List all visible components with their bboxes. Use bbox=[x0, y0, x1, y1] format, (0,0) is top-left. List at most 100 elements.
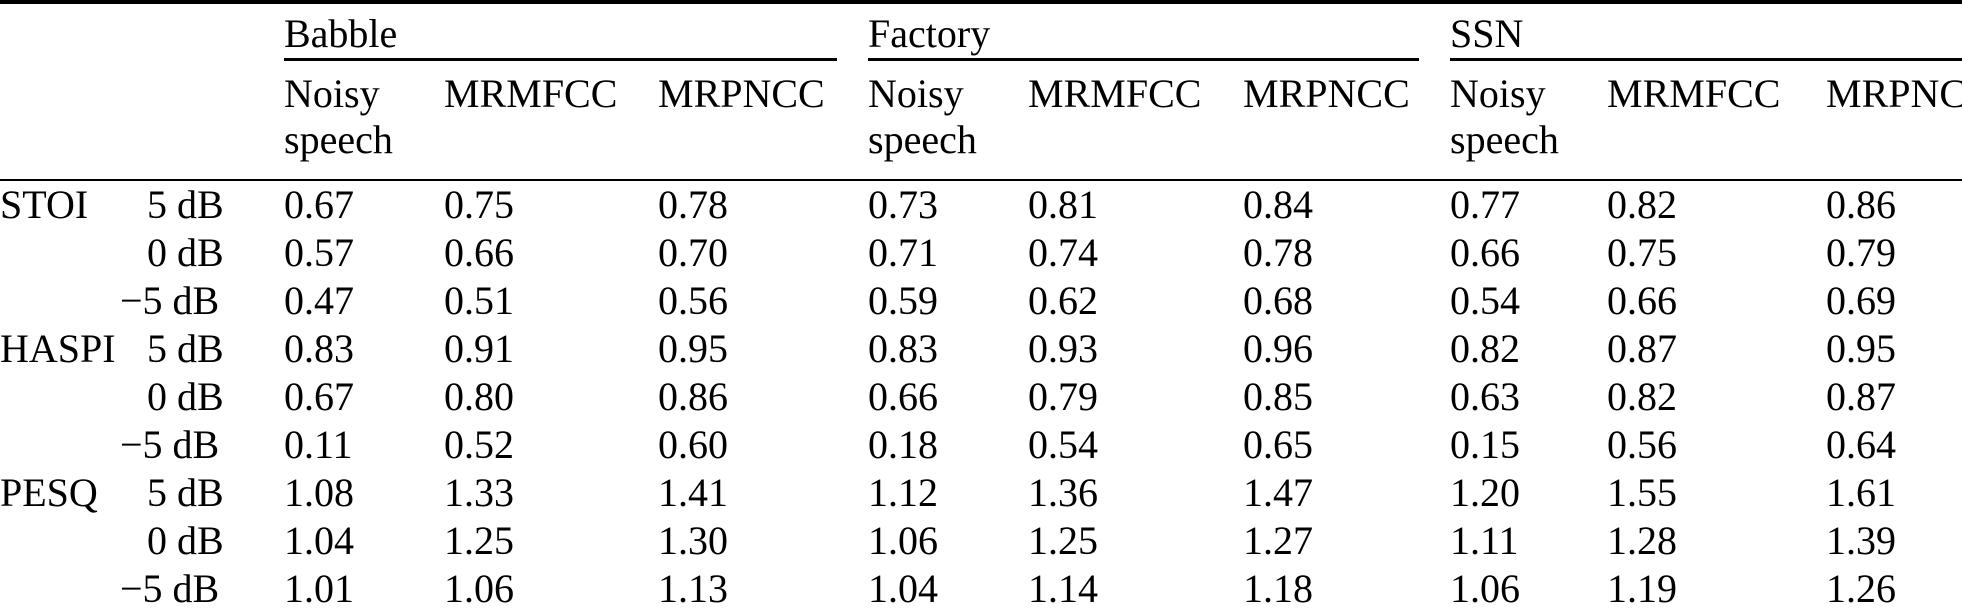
value-cell: 1.01 bbox=[284, 566, 354, 608]
column-header-ssn-noisy-speech: Noisy speech bbox=[1450, 61, 1608, 181]
value-cell: 0.82 bbox=[1607, 374, 1678, 419]
value-cell: 1.26 bbox=[1826, 566, 1897, 608]
snr-cell: 0 dB bbox=[147, 374, 224, 419]
value-cell: 0.86 bbox=[658, 374, 728, 419]
value-cell: 0.79 bbox=[1028, 374, 1099, 419]
column-header-ssn-mrpncc: MRPNCC bbox=[1826, 61, 1962, 181]
column-header-row: Noisy speech MRMFCC MRPNCC Noisy speech … bbox=[0, 61, 1962, 181]
group-header-factory-underline: Factory bbox=[868, 4, 1420, 61]
value-cell: 0.68 bbox=[1243, 278, 1314, 323]
group-header-factory: Factory bbox=[868, 2, 1450, 61]
snr-cell: 0 dB bbox=[147, 518, 224, 563]
metric-cell: HASPI bbox=[0, 326, 116, 371]
value-cell: 1.28 bbox=[1607, 518, 1678, 563]
snr-cell: 5 dB bbox=[147, 326, 224, 371]
value-cell: 1.14 bbox=[1028, 566, 1099, 608]
value-cell: 1.04 bbox=[868, 566, 939, 608]
value-cell: 0.62 bbox=[1028, 278, 1099, 323]
value-cell: 1.12 bbox=[868, 470, 939, 515]
value-cell: 1.39 bbox=[1826, 518, 1897, 563]
value-cell: 0.67 bbox=[284, 182, 354, 227]
snr-cell: 0 dB bbox=[147, 230, 224, 275]
group-header-spacer bbox=[0, 2, 284, 61]
value-cell: 0.95 bbox=[1826, 326, 1897, 371]
table-row: −5 dB 0.11 0.52 0.60 0.18 0.54 0.65 0.15 0.56 0.6… bbox=[0, 421, 1962, 469]
value-cell: 0.75 bbox=[1607, 230, 1678, 275]
value-cell: 0.47 bbox=[284, 278, 354, 323]
value-cell: 1.47 bbox=[1243, 470, 1314, 515]
group-label-factory: Factory bbox=[868, 11, 991, 56]
value-cell: 0.66 bbox=[1450, 230, 1521, 275]
value-cell: 1.19 bbox=[1607, 566, 1678, 608]
value-cell: 1.04 bbox=[284, 518, 354, 563]
value-cell: 0.87 bbox=[1826, 374, 1897, 419]
value-cell: 0.71 bbox=[868, 230, 939, 275]
column-header-factory-noisy-speech: Noisy speech bbox=[868, 61, 1029, 181]
table-row: −5 dB 1.01 1.06 1.13 1.04 1.14 1.18 1.06 1.19 1.2… bbox=[0, 565, 1962, 608]
value-cell: 1.61 bbox=[1826, 470, 1897, 515]
value-cell: 0.64 bbox=[1826, 422, 1897, 467]
value-cell: 0.65 bbox=[1243, 422, 1314, 467]
metric-cell: PESQ bbox=[0, 470, 98, 515]
value-cell: 1.13 bbox=[658, 566, 728, 608]
metric-cell bbox=[0, 373, 147, 421]
value-cell: 0.56 bbox=[658, 278, 728, 323]
value-cell: 0.84 bbox=[1243, 182, 1314, 227]
value-cell: 0.69 bbox=[1826, 278, 1897, 323]
value-cell: 1.41 bbox=[658, 470, 728, 515]
group-header-ssn: SSN bbox=[1450, 2, 1962, 61]
value-cell: 1.20 bbox=[1450, 470, 1521, 515]
value-cell: 0.54 bbox=[1028, 422, 1099, 467]
value-cell: 0.78 bbox=[1243, 230, 1314, 275]
table-row: HASPI 5 dB 0.83 0.91 0.95 0.83 0.93 0.96 0.82 0.8… bbox=[0, 325, 1962, 373]
value-cell: 0.81 bbox=[1028, 182, 1099, 227]
value-cell: 1.18 bbox=[1243, 566, 1314, 608]
table-body: STOI 5 dB 0.67 0.75 0.78 0.73 0.81 0.84 0.77 0.82… bbox=[0, 180, 1962, 608]
value-cell: 1.06 bbox=[444, 566, 514, 608]
group-header-row: Babble Factory SSN bbox=[0, 2, 1962, 61]
value-cell: 1.06 bbox=[868, 518, 939, 563]
value-cell: 1.08 bbox=[284, 470, 354, 515]
value-cell: 0.80 bbox=[444, 374, 514, 419]
column-header-factory-mrpncc: MRPNCC bbox=[1243, 61, 1451, 181]
value-cell: 0.86 bbox=[1826, 182, 1897, 227]
table-row: 0 dB 0.57 0.66 0.70 0.71 0.74 0.78 0.66 0.75 0.79 bbox=[0, 229, 1962, 277]
column-header-babble-mrpncc: MRPNCC bbox=[658, 61, 869, 181]
value-cell: 0.96 bbox=[1243, 326, 1314, 371]
value-cell: 0.91 bbox=[444, 326, 514, 371]
snr-cell: 5 dB bbox=[147, 182, 224, 227]
metric-cell bbox=[0, 517, 147, 565]
value-cell: 1.11 bbox=[1450, 518, 1519, 563]
value-cell: 1.27 bbox=[1243, 518, 1314, 563]
value-cell: 1.55 bbox=[1607, 470, 1678, 515]
value-cell: 1.25 bbox=[444, 518, 514, 563]
value-cell: 0.54 bbox=[1450, 278, 1521, 323]
value-cell: 0.78 bbox=[658, 182, 728, 227]
value-cell: 0.77 bbox=[1450, 182, 1521, 227]
column-header-ssn-mrmfcc: MRMFCC bbox=[1607, 61, 1827, 181]
value-cell: 1.36 bbox=[1028, 470, 1099, 515]
value-cell: 0.83 bbox=[284, 326, 354, 371]
snr-cell: −5 dB bbox=[120, 278, 220, 323]
value-cell: 0.15 bbox=[1450, 422, 1521, 467]
column-header-babble-mrmfcc: MRMFCC bbox=[444, 61, 658, 181]
value-cell: 0.83 bbox=[868, 326, 939, 371]
column-header-babble-noisy-speech: Noisy speech bbox=[284, 61, 444, 181]
group-header-babble: Babble bbox=[284, 2, 868, 61]
table-row: STOI 5 dB 0.67 0.75 0.78 0.73 0.81 0.84 0.77 0.82… bbox=[0, 180, 1962, 229]
value-cell: 0.60 bbox=[658, 422, 728, 467]
value-cell: 0.52 bbox=[444, 422, 514, 467]
value-cell: 0.59 bbox=[868, 278, 939, 323]
value-cell: 0.87 bbox=[1607, 326, 1678, 371]
table-row: PESQ 5 dB 1.08 1.33 1.41 1.12 1.36 1.47 1.20 1.55… bbox=[0, 469, 1962, 517]
value-cell: 1.06 bbox=[1450, 566, 1521, 608]
value-cell: 0.51 bbox=[444, 278, 514, 323]
value-cell: 1.30 bbox=[658, 518, 728, 563]
value-cell: 0.67 bbox=[284, 374, 354, 419]
value-cell: 0.66 bbox=[444, 230, 514, 275]
column-header-factory-mrmfcc: MRMFCC bbox=[1028, 61, 1244, 181]
value-cell: 0.79 bbox=[1826, 230, 1897, 275]
value-cell: 0.82 bbox=[1450, 326, 1521, 371]
value-cell: 0.18 bbox=[868, 422, 939, 467]
